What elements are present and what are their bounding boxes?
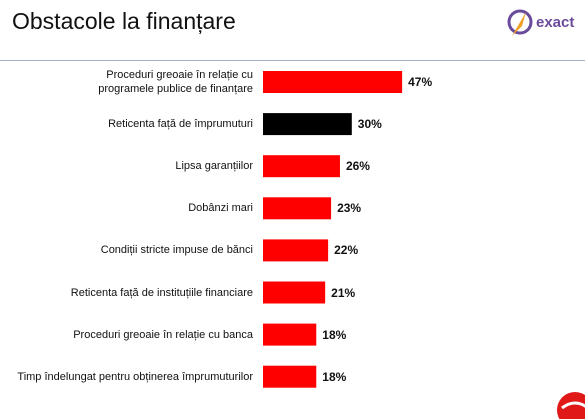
- logo-ring: [507, 9, 533, 35]
- logo-spark: [512, 12, 526, 36]
- header-rule: [0, 60, 585, 61]
- value-label: 18%: [322, 369, 347, 384]
- category-label: Timp îndelungat pentru obținerea împrumu…: [17, 370, 253, 383]
- category-label: Reticenta față de împrumuturi: [108, 118, 253, 131]
- value-label: 23%: [337, 201, 362, 216]
- value-label: 47%: [408, 75, 433, 89]
- category-label: Proceduri greoaie în relație cu programe…: [98, 69, 253, 95]
- category-label: Reticenta față de instituțiile financiar…: [70, 286, 253, 299]
- corner-logo: [557, 392, 585, 419]
- bar: [263, 155, 340, 178]
- value-label: 26%: [345, 159, 370, 174]
- bar: [263, 197, 332, 220]
- bar: [263, 281, 326, 304]
- bar: [263, 113, 352, 136]
- category-label: Condiții stricte impuse de bănci: [100, 244, 253, 257]
- bar: [263, 239, 329, 262]
- chart-title: Obstacole la finanțare: [12, 8, 236, 34]
- bar: [263, 71, 403, 93]
- value-label: 21%: [331, 285, 356, 300]
- value-label: 18%: [322, 327, 347, 342]
- bar: [263, 323, 317, 346]
- bar: [263, 365, 317, 388]
- category-label: Dobânzi mari: [188, 202, 253, 215]
- value-label: 22%: [334, 243, 359, 258]
- logo-text: exact: [536, 14, 575, 31]
- category-label: Lipsa garanțiilor: [175, 160, 253, 173]
- category-label: Proceduri greoaie în relație cu banca: [73, 328, 253, 341]
- value-label: 30%: [357, 117, 382, 132]
- corner-logo-mark: [561, 401, 585, 410]
